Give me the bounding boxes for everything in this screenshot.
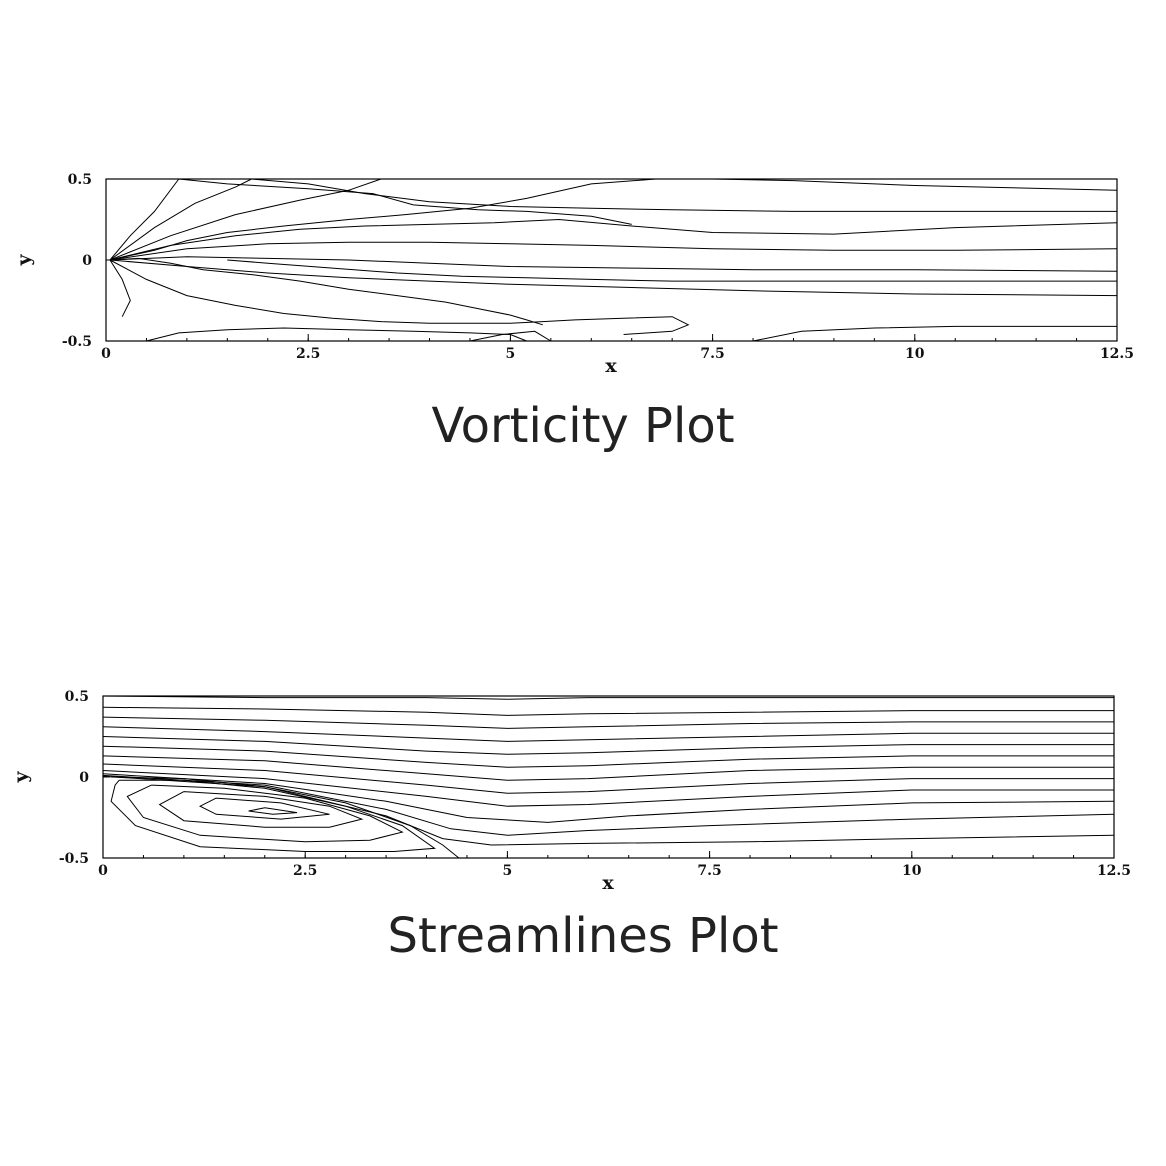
y-tick-label: 0.5 bbox=[68, 172, 92, 188]
contour-line-7 bbox=[469, 330, 552, 342]
x-tick-label: 7.5 bbox=[700, 346, 724, 362]
y-tick-label: 0 bbox=[79, 770, 89, 786]
x-axis-label: x bbox=[602, 872, 614, 894]
x-ticks: 0 2.5 5 7.5 10 12.5 bbox=[101, 334, 1134, 362]
contour-line-9 bbox=[102, 773, 1115, 823]
x-tick-label: 5 bbox=[503, 863, 513, 879]
x-ticks: 0 2.5 5 7.5 10 12.5 bbox=[98, 851, 1131, 879]
x-tick-label: 7.5 bbox=[697, 863, 721, 879]
contour-line-8 bbox=[102, 770, 1114, 807]
contour-line-12 bbox=[109, 259, 131, 317]
contour-line-10 bbox=[109, 178, 252, 261]
contour-line-10 bbox=[102, 774, 1115, 836]
streamlines-plot: 0 2.5 5 7.5 10 12.5 0.5 0 -0.5 x y bbox=[10, 689, 1131, 894]
contour-line-12 bbox=[111, 776, 460, 859]
contour-line-1 bbox=[102, 706, 1114, 716]
contour-line-11 bbox=[102, 775, 1115, 846]
x-tick-label: 12.5 bbox=[1100, 346, 1134, 362]
x-tick-label: 10 bbox=[902, 863, 922, 879]
x-tick-label: 10 bbox=[905, 346, 925, 362]
contour-line-5 bbox=[102, 745, 1114, 768]
contour-line-15 bbox=[251, 178, 1117, 212]
contour-line-13 bbox=[110, 779, 437, 852]
contour-line-15 bbox=[158, 791, 364, 828]
y-tick-label: 0.5 bbox=[65, 689, 89, 705]
contour-line-9 bbox=[109, 178, 180, 261]
x-tick-label: 0 bbox=[98, 863, 108, 879]
contour-line-4 bbox=[102, 736, 1114, 755]
y-axis-label: y bbox=[13, 254, 35, 267]
x-tick-label: 2.5 bbox=[296, 346, 320, 362]
vorticity-plot-title: Vorticity Plot bbox=[431, 398, 735, 454]
contour-line-13 bbox=[109, 257, 543, 326]
contour-line-16 bbox=[198, 797, 330, 820]
x-axis-label: x bbox=[605, 355, 617, 377]
y-tick-label: 0 bbox=[82, 253, 92, 269]
contour-line-14 bbox=[126, 784, 404, 843]
contour-line-6 bbox=[102, 755, 1114, 781]
plot-frame bbox=[105, 178, 1118, 342]
y-tick-label: -0.5 bbox=[62, 334, 92, 350]
contour-line-3 bbox=[102, 726, 1114, 742]
contour-line-14 bbox=[178, 178, 632, 225]
y-axis-label: y bbox=[10, 771, 32, 784]
contour-line-2 bbox=[109, 241, 1118, 261]
contour-line-1 bbox=[109, 218, 1118, 261]
y-ticks: 0.5 0 -0.5 bbox=[59, 689, 110, 867]
contour-line-0 bbox=[102, 695, 1114, 700]
x-tick-label: 12.5 bbox=[1097, 863, 1131, 879]
contour-line-16 bbox=[227, 259, 1117, 282]
vorticity-plot: 0 2.5 5 7.5 10 12.5 0.5 0 -0.5 x y bbox=[13, 172, 1134, 377]
contour-line-0 bbox=[109, 178, 1118, 261]
contour-line-8 bbox=[752, 325, 1117, 342]
contour-lines bbox=[102, 695, 1115, 859]
contour-line-17 bbox=[248, 807, 298, 815]
contour-line-3 bbox=[109, 256, 1118, 272]
x-tick-label: 5 bbox=[506, 346, 516, 362]
x-tick-label: 2.5 bbox=[293, 863, 317, 879]
y-tick-label: -0.5 bbox=[59, 851, 89, 867]
contour-line-5 bbox=[109, 259, 690, 335]
contour-line-6 bbox=[146, 327, 527, 342]
contour-line-11 bbox=[109, 178, 382, 261]
contour-line-7 bbox=[102, 763, 1114, 794]
y-ticks: 0.5 0 -0.5 bbox=[62, 172, 113, 350]
contour-line-4 bbox=[109, 259, 1118, 297]
x-tick-label: 0 bbox=[101, 346, 111, 362]
streamlines-plot-title: Streamlines Plot bbox=[387, 908, 779, 964]
contour-lines bbox=[109, 178, 1118, 342]
contour-line-2 bbox=[102, 716, 1114, 729]
